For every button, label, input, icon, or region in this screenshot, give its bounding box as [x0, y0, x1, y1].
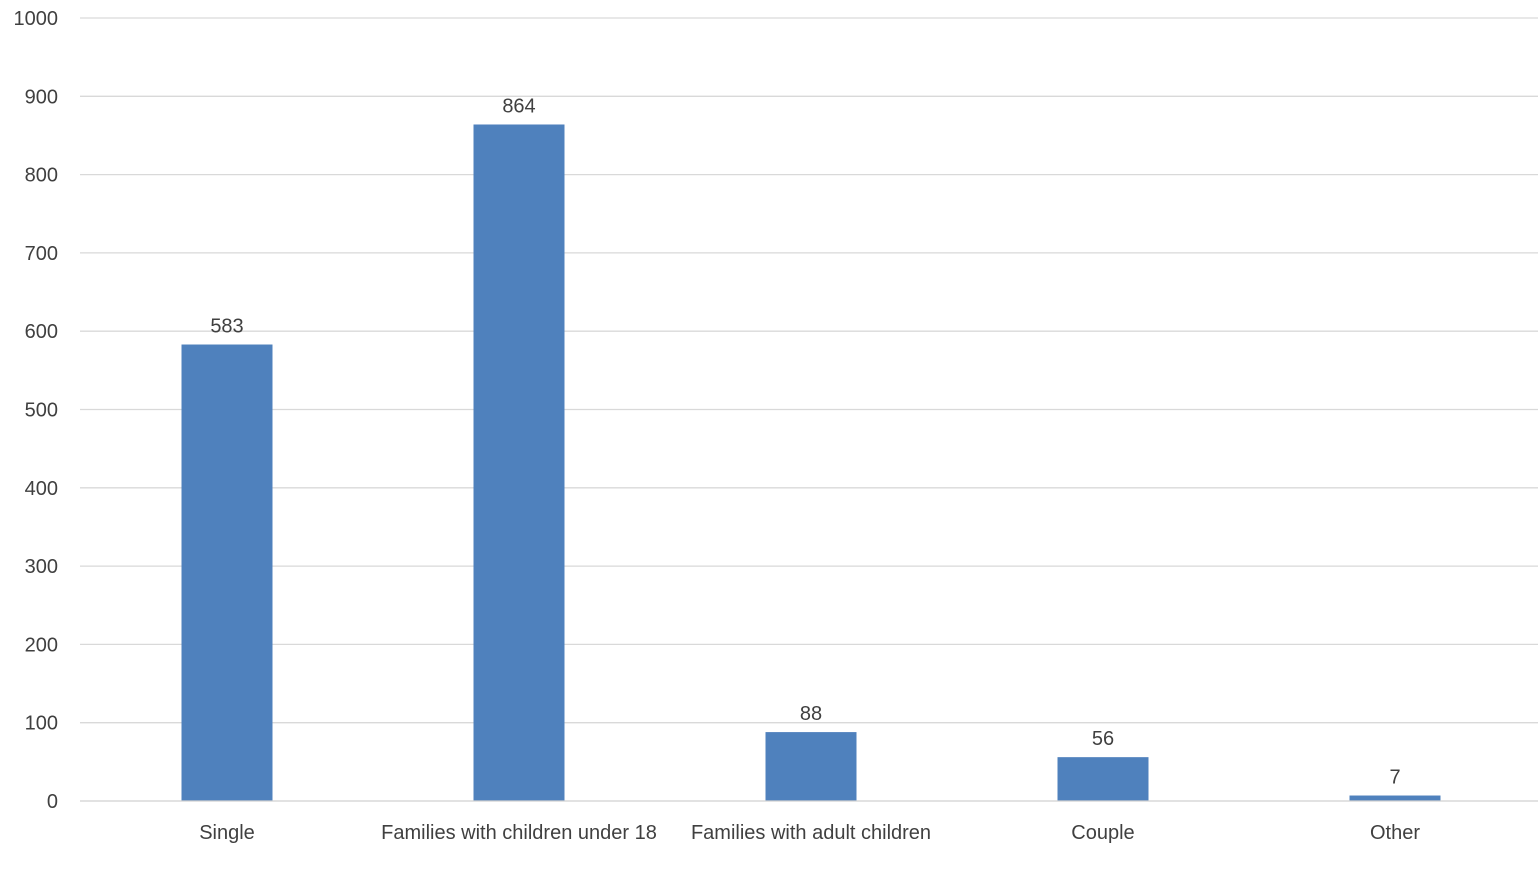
data-label: 7	[1389, 767, 1400, 789]
y-tick-label: 900	[25, 86, 58, 108]
y-tick-label: 400	[25, 478, 58, 500]
bar	[1057, 757, 1149, 801]
x-tick-label: Single	[199, 822, 255, 844]
data-labels: 583 864 88 56 7	[210, 95, 1400, 788]
bars	[181, 124, 1441, 802]
y-tick-label: 200	[25, 634, 58, 656]
bar	[765, 732, 857, 801]
y-tick-label: 100	[25, 713, 58, 735]
x-axis-tick-labels: Single Families with children under 18 Fam…	[199, 822, 1420, 844]
gridlines	[80, 17, 1538, 724]
y-axis-tick-labels: 0 100 200 300 400 500 600 700 800 900 1000	[14, 8, 59, 813]
bar	[473, 124, 565, 802]
y-tick-label: 600	[25, 321, 58, 343]
y-tick-label: 1000	[14, 8, 59, 30]
x-tick-label: Families with children under 18	[381, 822, 657, 844]
data-label: 88	[800, 703, 822, 725]
data-label: 56	[1092, 728, 1114, 750]
x-tick-label: Other	[1370, 822, 1420, 844]
bar	[1349, 795, 1441, 801]
y-tick-label: 500	[25, 400, 58, 422]
y-tick-label: 700	[25, 243, 58, 265]
bar	[181, 344, 273, 801]
data-label: 864	[502, 95, 535, 117]
x-tick-label: Couple	[1071, 822, 1134, 844]
data-label: 583	[210, 316, 243, 338]
x-tick-label: Families with adult children	[691, 822, 931, 844]
y-tick-label: 300	[25, 556, 58, 578]
y-tick-label: 0	[47, 791, 58, 813]
y-tick-label: 800	[25, 165, 58, 187]
